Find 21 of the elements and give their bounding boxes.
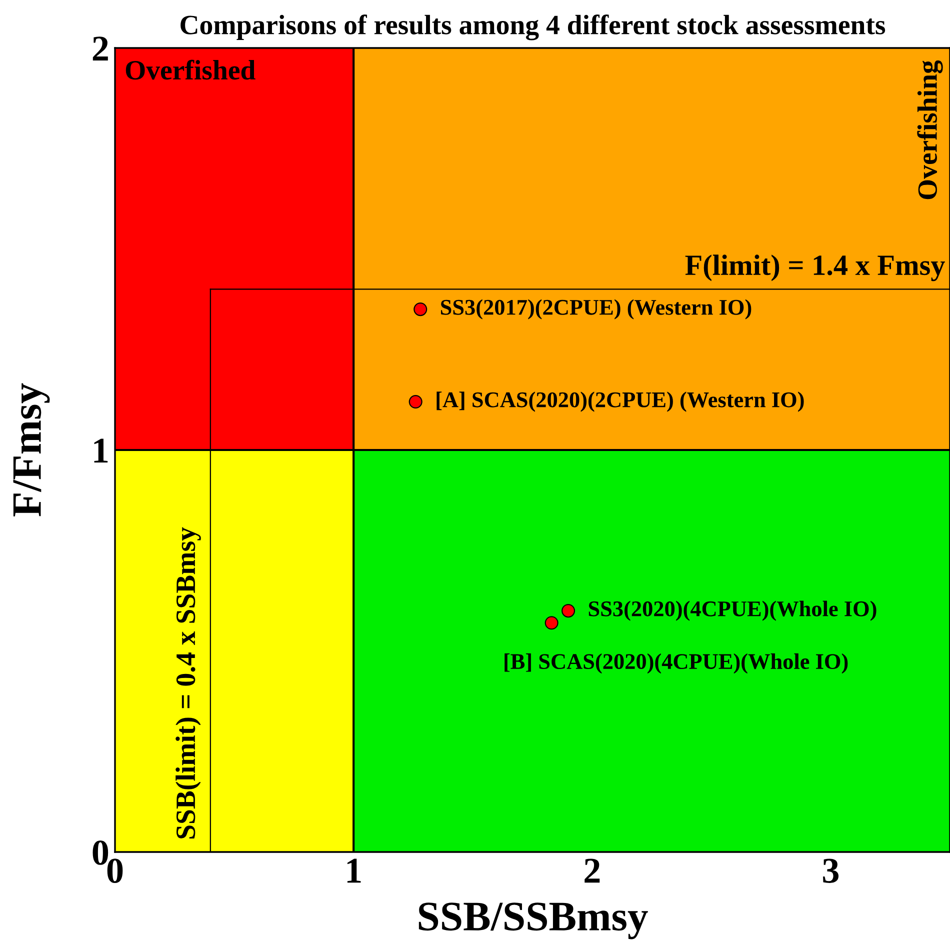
point [562,604,576,618]
annotation: Overfished [126,60,256,80]
point [408,394,422,409]
ref-line-label: SSB(limit) = 0.4 x SSBmsy [176,527,201,838]
y-tick-label: 2 [92,36,108,61]
annotation: SS3(2020)(4CPUE)(Whole IO) [588,600,876,621]
x-tick-label: 1 [347,858,361,883]
y-axis-title: F/Fmsy [13,383,50,516]
y-tick-label: 1 [94,438,108,463]
ref-line-label: F(limit) = 1.4 x Fmsy [685,254,945,282]
x-axis-title: SSB/SSBmsy [418,902,648,940]
chart-title: Comparisons of results among 4 different stock assessments [180,14,886,40]
x-tick-label: 3 [823,858,839,883]
annotation: Overfishing [917,60,943,200]
annotation: [A] SCAS(2020)(2CPUE) (Western IO) [436,392,804,412]
annotation: SS3(2017)(2CPUE) (Western IO) [441,299,752,320]
point [414,302,428,316]
y-tick-label: 0 [92,840,108,865]
point [544,616,558,630]
x-tick-label: 2 [584,858,600,883]
annotation: [B] SCAS(2020)(4CPUE)(Whole IO) [504,653,848,674]
